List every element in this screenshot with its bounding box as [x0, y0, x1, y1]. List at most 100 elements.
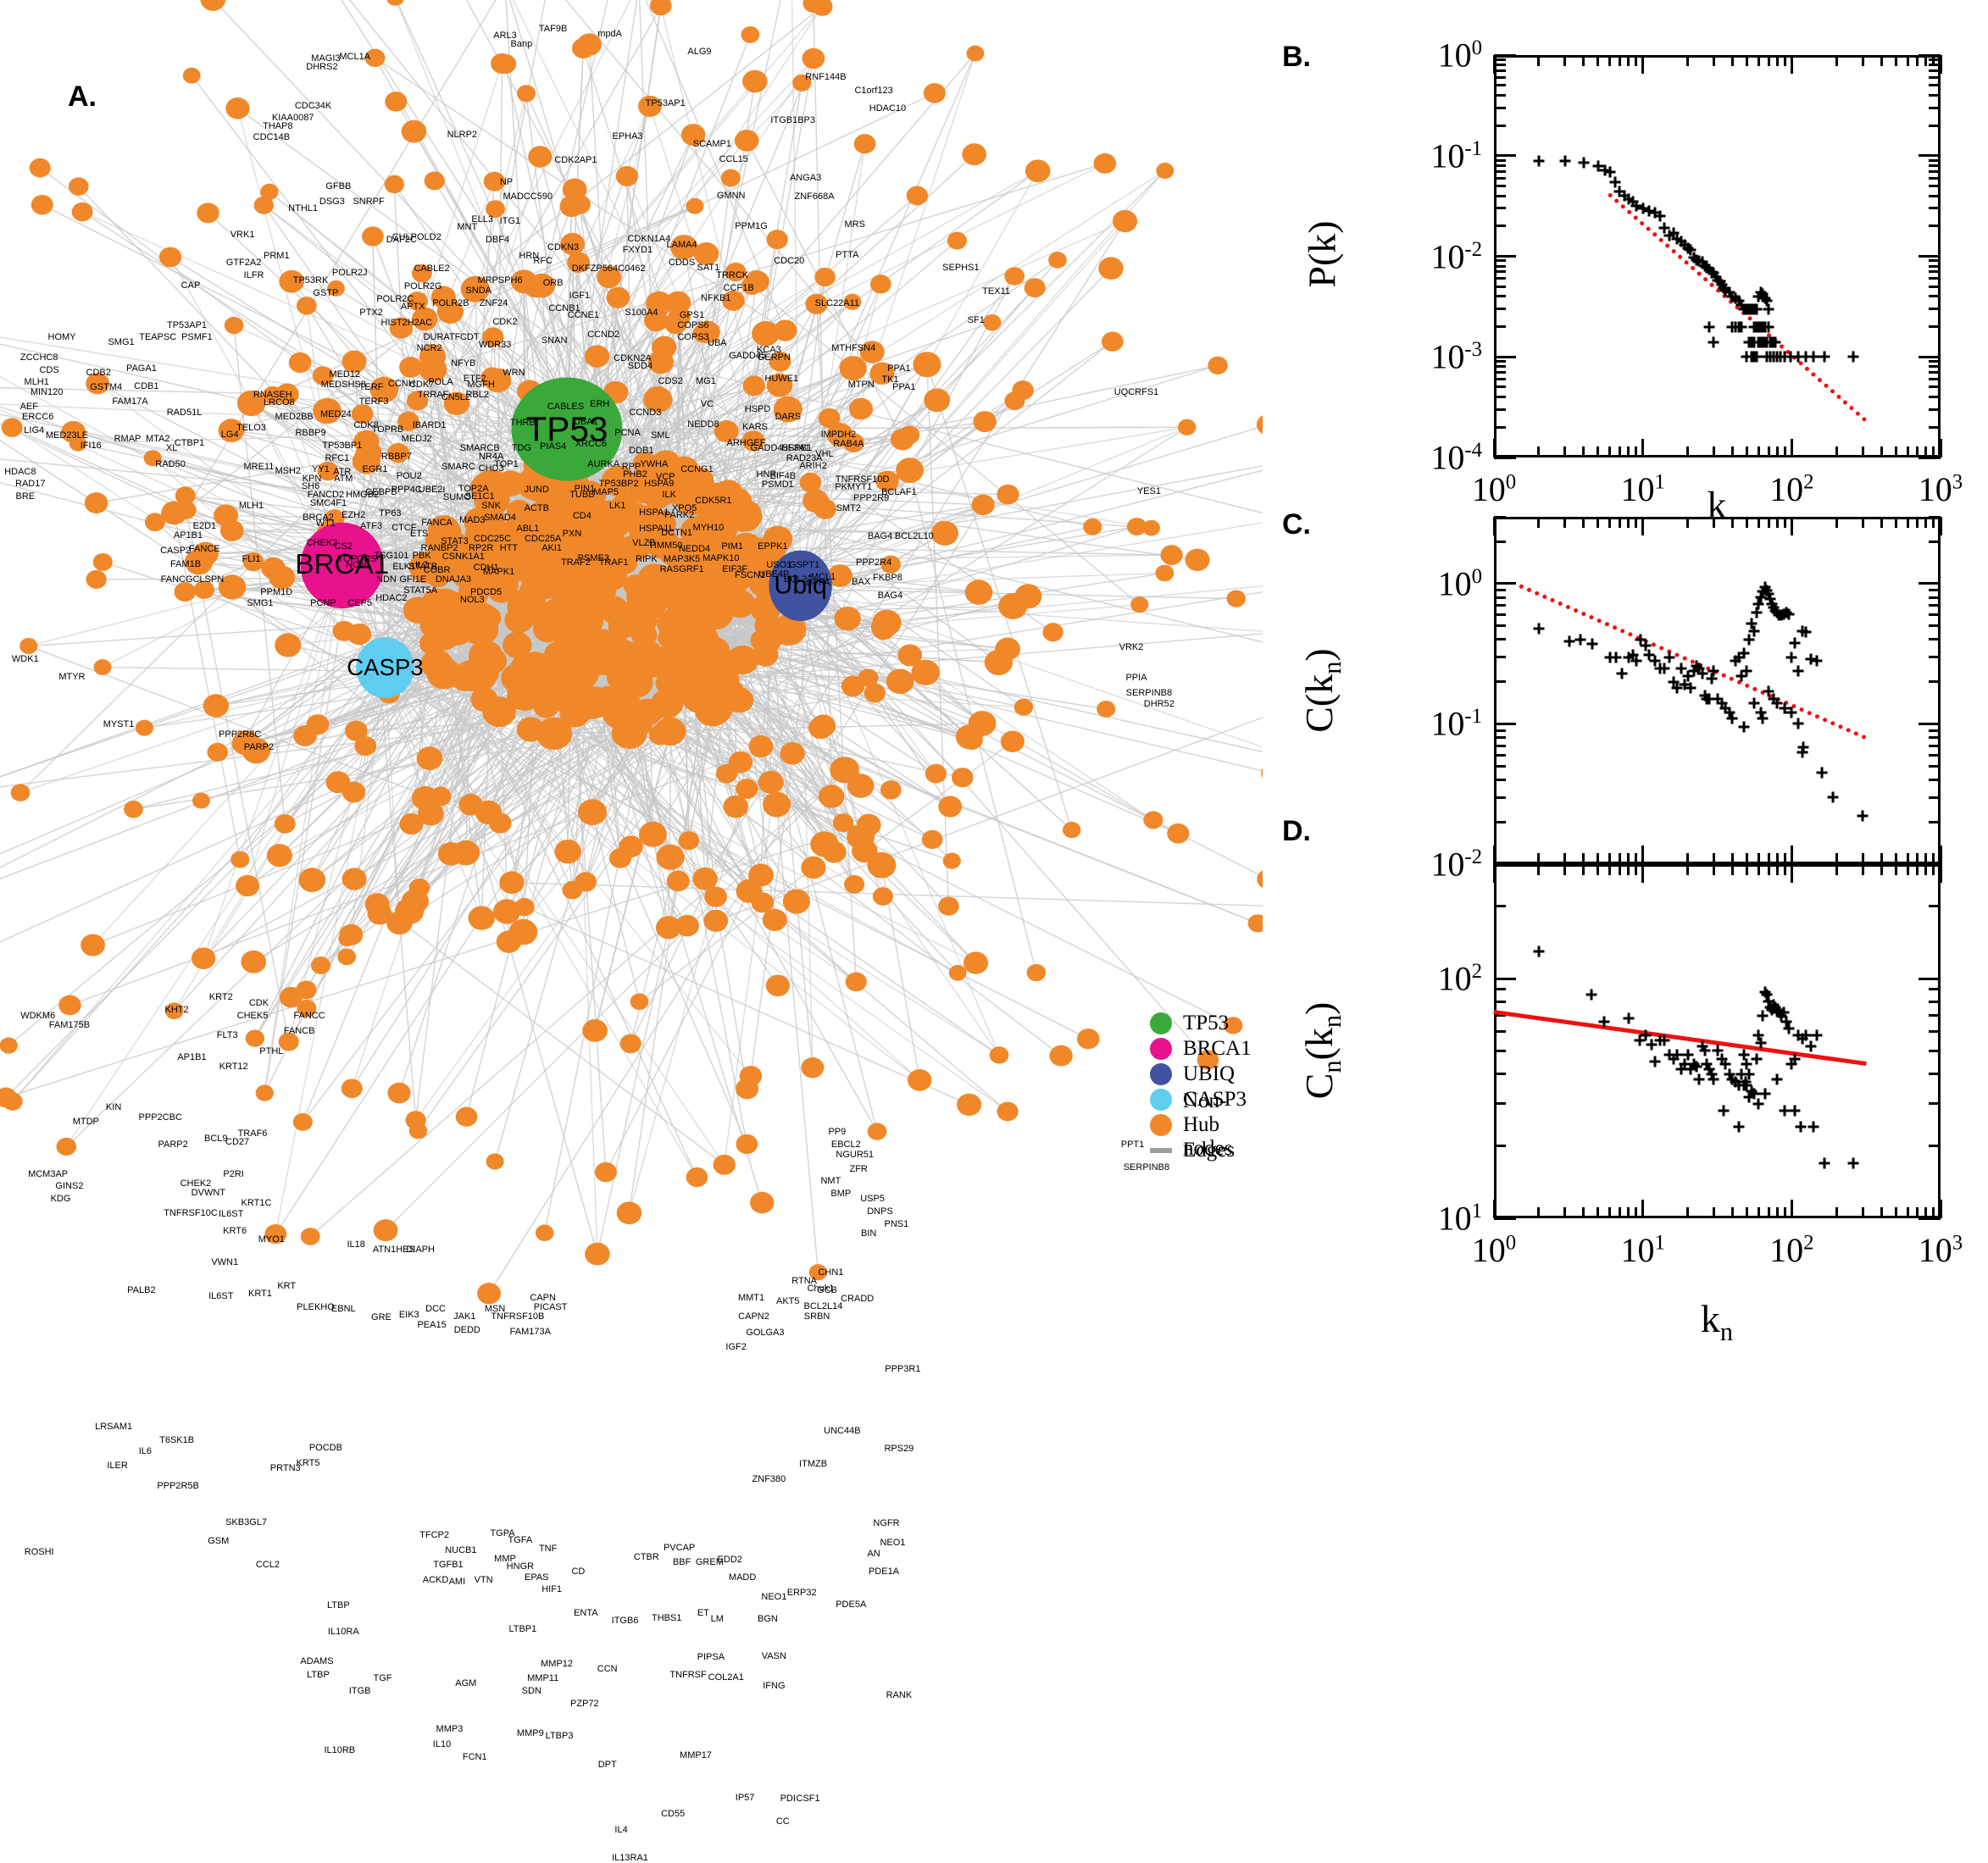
data-point-marker — [1663, 651, 1674, 663]
axis-tick-y — [1929, 76, 1941, 79]
axis-tick-x — [1713, 517, 1715, 528]
axis-tick-y — [1929, 259, 1941, 262]
gene-node-label: POCDB — [309, 1443, 342, 1453]
gene-node-label: TNFRSF — [669, 1670, 706, 1680]
axis-tick-x — [1862, 1207, 1864, 1218]
legend-item-ubiq: UBIQ — [1150, 1062, 1263, 1087]
gene-node-label: SKB3GL7 — [225, 1517, 267, 1528]
axis-tick-x — [1686, 517, 1689, 528]
axis-tick-x — [1758, 446, 1760, 457]
axis-tick-y — [1919, 154, 1941, 157]
gene-node-label: VTN — [475, 1575, 493, 1585]
axis-tick-y — [1494, 177, 1506, 180]
gene-node-label: FCN1 — [463, 1752, 487, 1762]
gene-node-label: MMP — [494, 1554, 516, 1564]
axis-tick-x — [1635, 853, 1637, 864]
axis-tick-x — [1791, 1200, 1793, 1218]
axis-tick-x — [1880, 446, 1883, 457]
gene-node-label: TGF — [373, 1673, 391, 1683]
axis-tick-x — [1537, 1207, 1540, 1218]
axis-tick-y — [1494, 638, 1506, 640]
axis-tick-y — [1929, 729, 1941, 732]
axis-tick-x — [1641, 846, 1644, 864]
data-point-marker — [1563, 635, 1574, 646]
axis-tick-y — [1494, 589, 1506, 591]
axis-tick-y — [1494, 426, 1506, 429]
x-tick-label: 102 — [1769, 469, 1813, 509]
data-point-marker — [1786, 707, 1797, 718]
axis-tick-y — [1494, 723, 1516, 725]
x-tick-label: 102 — [1769, 1230, 1813, 1270]
gene-node-label: MMP17 — [680, 1750, 712, 1760]
axis-tick-x — [1916, 517, 1919, 528]
axis-tick-y — [1494, 1102, 1506, 1105]
gene-node-label: AN — [867, 1549, 880, 1559]
axis-tick-x — [1635, 446, 1637, 457]
x-tick-label: 100 — [1472, 469, 1516, 509]
axis-tick-x — [1746, 853, 1748, 864]
axis-tick-x — [1907, 517, 1909, 528]
axis-tick-y — [1494, 604, 1506, 607]
axis-tick-x — [1619, 517, 1621, 528]
axis-tick-y — [1929, 1030, 1941, 1033]
gene-node-label: CSF1 — [797, 1794, 820, 1804]
gene-node-label: PPP3R1 — [885, 1364, 920, 1374]
panel-b-plot-frame — [1494, 55, 1941, 457]
axis-tick-x — [1791, 846, 1793, 864]
data-point-marker — [1751, 303, 1762, 314]
data-point-marker — [1599, 1017, 1610, 1028]
axis-tick-y — [1929, 125, 1941, 127]
data-point-marker — [1790, 1054, 1801, 1065]
gene-node-label: GREM — [696, 1557, 724, 1567]
data-point-marker — [1798, 742, 1809, 753]
axis-tick-y — [1494, 170, 1506, 173]
gene-node-label: HNGR — [507, 1561, 534, 1572]
gene-node-label: CCN — [597, 1664, 618, 1674]
gene-node-label: PDI — [780, 1794, 796, 1804]
axis-tick-x — [1880, 1207, 1883, 1218]
panel-d-ylabel: Cn(kn) — [1297, 1002, 1347, 1100]
x-tick-label: 101 — [1620, 1230, 1664, 1270]
axis-tick-y — [1494, 365, 1506, 368]
axis-tick-y — [1929, 365, 1941, 368]
axis-tick-y — [1494, 255, 1516, 258]
axis-tick-y — [1494, 360, 1506, 363]
data-point-marker — [1792, 665, 1803, 676]
axis-tick-x — [1924, 55, 1927, 66]
axis-tick-y — [1494, 729, 1506, 732]
axis-tick-y — [1494, 765, 1506, 768]
axis-tick-x — [1635, 55, 1637, 66]
gene-node-label: ENTA — [574, 1608, 598, 1618]
data-point-marker — [1792, 718, 1803, 729]
data-point-marker — [1751, 1054, 1762, 1065]
axis-tick-x — [1608, 853, 1611, 864]
gene-node-label: RPS29 — [884, 1444, 913, 1454]
axis-tick-x — [1862, 517, 1864, 528]
axis-tick-y — [1929, 378, 1941, 380]
axis-tick-x — [1597, 1207, 1599, 1218]
axis-tick-y — [1494, 356, 1516, 358]
data-point-marker — [1806, 1041, 1817, 1052]
axis-tick-y — [1929, 779, 1941, 781]
axis-tick-y — [1494, 988, 1506, 990]
axis-tick-x — [1746, 864, 1748, 875]
axis-tick-y — [1494, 613, 1506, 616]
gene-node-label: PPP2R5B — [157, 1481, 199, 1491]
gene-node-label: THBS1 — [652, 1613, 681, 1623]
axis-tick-x — [1619, 853, 1621, 864]
axis-tick-y — [1929, 1050, 1941, 1052]
axis-tick-y — [1494, 796, 1506, 799]
data-point-marker — [1758, 712, 1769, 724]
gene-node-label: AMI — [449, 1577, 466, 1587]
axis-tick-x — [1597, 517, 1599, 528]
axis-tick-x — [1835, 55, 1838, 66]
axis-tick-y — [1494, 185, 1506, 187]
axis-tick-y — [1929, 159, 1941, 162]
panel-b-ylabel: P(k) — [1300, 220, 1345, 287]
axis-tick-y — [1494, 265, 1506, 268]
axis-tick-y — [1919, 54, 1941, 57]
axis-tick-x — [1686, 55, 1689, 66]
axis-tick-y — [1929, 745, 1941, 747]
axis-tick-y — [1494, 84, 1506, 86]
axis-tick-y — [1494, 779, 1506, 781]
